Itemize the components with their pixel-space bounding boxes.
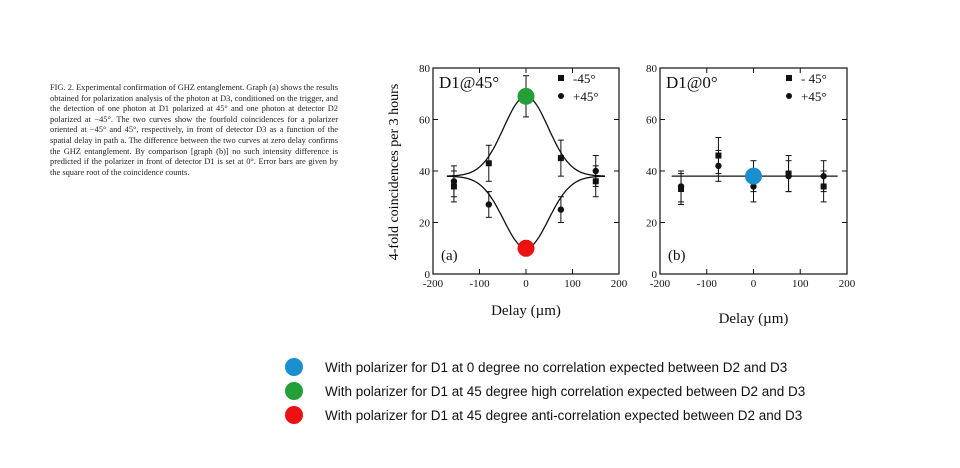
- panel-label: (a): [441, 248, 458, 264]
- x-tick-label: 200: [839, 278, 856, 290]
- data-point-square: [485, 160, 492, 167]
- legend-circle-marker: [786, 93, 792, 99]
- y-tick-label: 0: [652, 269, 658, 281]
- legend-text-green: With polarizer for D1 at 45 degree high …: [325, 383, 806, 399]
- x-tick-label: 200: [611, 278, 628, 290]
- legend-text-blue: With polarizer for D1 at 0 degree no cor…: [325, 359, 788, 375]
- data-point-circle: [592, 167, 599, 175]
- legend-square-marker: [558, 75, 564, 81]
- y-tick-label: 20: [646, 218, 658, 230]
- panel-a: 0 20 40 60 80 -200 -100 0 100 200 Delay (µm) D1@45°…: [419, 63, 628, 319]
- data-point-circle: [485, 201, 492, 208]
- y-tick-label: 40: [419, 166, 431, 178]
- panel-label: (b): [668, 248, 686, 264]
- panel-title: D1@45°: [439, 73, 499, 92]
- panel-title: D1@0°: [666, 73, 718, 92]
- highlight-dot: [517, 87, 535, 105]
- y-tick-label: 80: [646, 63, 658, 75]
- legend-entry: - 45°: [801, 71, 827, 86]
- x-tick-label: -100: [697, 278, 718, 290]
- x-tick-label: 0: [523, 278, 529, 290]
- data-point-circle: [450, 178, 458, 185]
- legend-row-red: With polarizer for D1 at 45 degree anti-…: [285, 403, 805, 427]
- y-tick-label: 60: [646, 115, 658, 127]
- x-tick-label: 100: [564, 278, 581, 290]
- y-tick-label: 60: [419, 115, 431, 127]
- y-tick-label: 40: [646, 166, 658, 178]
- x-axis-label: Delay (µm): [719, 311, 789, 327]
- x-tick-label: 0: [751, 278, 757, 290]
- legend-text-red: With polarizer for D1 at 45 degree anti-…: [325, 407, 803, 423]
- y-tick-label: 80: [419, 63, 431, 75]
- x-tick-label: -100: [469, 278, 490, 290]
- y-tick-label: 0: [425, 269, 431, 281]
- x-axis-label: Delay (µm): [491, 303, 561, 319]
- legend-entry: -45°: [573, 71, 596, 86]
- y-axis-label: 4-fold coincidences per 3 hours: [387, 84, 402, 261]
- x-tick-label: -200: [423, 278, 444, 290]
- color-legend: With polarizer for D1 at 0 degree no cor…: [285, 355, 805, 427]
- green-dot-icon: [285, 382, 303, 400]
- red-dot-icon: [285, 406, 303, 424]
- highlight-dot: [517, 239, 535, 257]
- caption-text: FIG. 2. Experimental confirmation of GHZ…: [50, 83, 338, 177]
- legend-square-marker: [786, 75, 792, 81]
- legend-entry: +45°: [801, 89, 827, 104]
- x-tick-label: 100: [792, 278, 809, 290]
- legend-entry: +45°: [573, 89, 599, 104]
- legend-circle-marker: [558, 93, 564, 99]
- highlight-dot: [745, 167, 762, 185]
- panel-b: 0 20 40 60 80 -200 -100 0 100 200 Delay (µm) D1@0° (…: [646, 63, 856, 327]
- data-point-circle: [715, 162, 722, 170]
- data-point-circle: [820, 172, 827, 180]
- legend-row-green: With polarizer for D1 at 45 degree high …: [285, 379, 805, 403]
- figure-caption: FIG. 2. Experimental confirmation of GHZ…: [50, 83, 338, 178]
- data-point-circle: [677, 183, 685, 190]
- legend-row-blue: With polarizer for D1 at 0 degree no cor…: [285, 355, 805, 379]
- data-point-square: [557, 155, 564, 162]
- blue-dot-icon: [285, 358, 303, 376]
- x-tick-label: -200: [650, 278, 671, 290]
- data-point-circle: [557, 206, 565, 213]
- data-point-circle: [785, 172, 792, 180]
- data-point-circle: [750, 183, 757, 190]
- fit-curve-plus45: [446, 175, 605, 249]
- y-tick-label: 20: [419, 218, 431, 230]
